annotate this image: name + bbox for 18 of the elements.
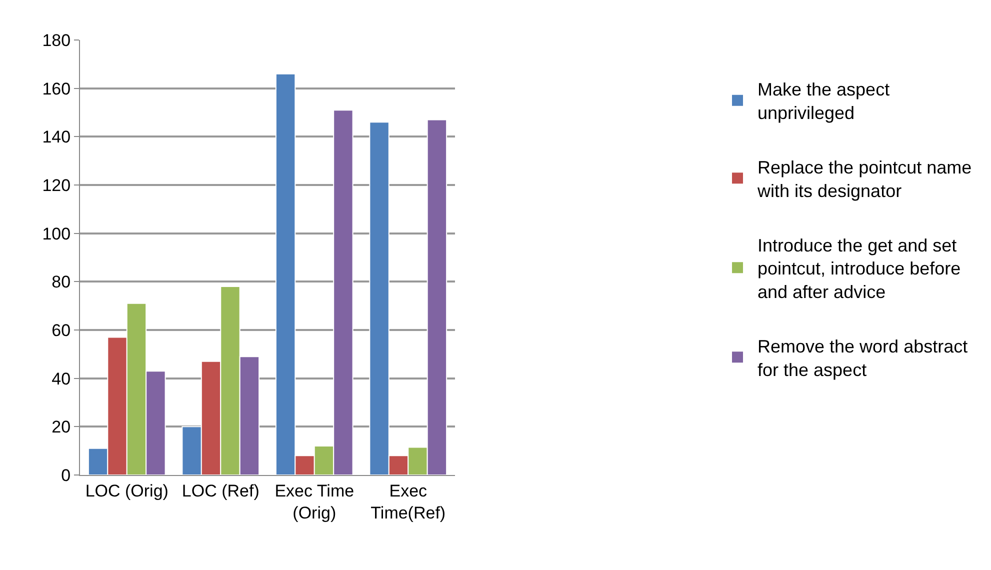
y-tick-label: 20 bbox=[52, 418, 71, 437]
y-tick-label: 60 bbox=[52, 320, 71, 340]
y-tick-label: 180 bbox=[42, 30, 71, 50]
y-tick-label: 0 bbox=[61, 466, 71, 485]
legend-label: Introduce the get and set pointcut, introduce before and after advice bbox=[758, 235, 961, 302]
x-tick-label: LOC (Ref) bbox=[182, 481, 260, 500]
x-tick-label: Exec Time (Orig) bbox=[274, 481, 354, 522]
legend-label: Make the aspect unprivileged bbox=[758, 80, 890, 124]
legend-label: Remove the word abstract for the aspect bbox=[758, 336, 968, 380]
y-tick-label: 120 bbox=[42, 176, 71, 195]
y-tick-label: 80 bbox=[52, 272, 71, 292]
x-tick-label: Exec Time(Ref) bbox=[370, 481, 446, 522]
legend-label: Replace the pointcut name with its designator bbox=[756, 157, 972, 201]
x-tick-label: LOC (Orig) bbox=[85, 481, 168, 500]
y-tick-label: 100 bbox=[42, 224, 71, 244]
y-tick-label: 40 bbox=[52, 369, 71, 388]
y-tick-label: 140 bbox=[42, 128, 71, 147]
y-tick-label: 160 bbox=[42, 79, 71, 98]
